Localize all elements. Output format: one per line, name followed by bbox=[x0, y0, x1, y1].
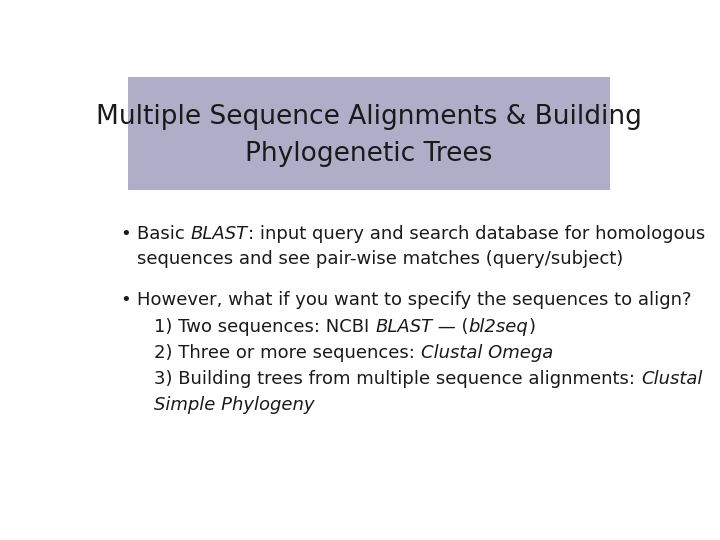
Text: Clustal: Clustal bbox=[641, 370, 702, 388]
Text: 1) Two sequences: NCBI: 1) Two sequences: NCBI bbox=[154, 319, 375, 336]
Text: Clustal Omega: Clustal Omega bbox=[420, 344, 553, 362]
Text: Simple Phylogeny: Simple Phylogeny bbox=[154, 396, 315, 414]
Text: : input query and search database for homologous: : input query and search database for ho… bbox=[248, 225, 706, 243]
Text: However, what if you want to specify the sequences to align?: However, what if you want to specify the… bbox=[138, 292, 692, 309]
Text: 3) Building trees from multiple sequence alignments:: 3) Building trees from multiple sequence… bbox=[154, 370, 641, 388]
Text: sequences and see pair-wise matches (query/subject): sequences and see pair-wise matches (que… bbox=[138, 250, 624, 268]
Text: — (: — ( bbox=[432, 319, 469, 336]
Text: bl2seq: bl2seq bbox=[469, 319, 528, 336]
Text: BLAST: BLAST bbox=[375, 319, 432, 336]
Text: Basic: Basic bbox=[138, 225, 191, 243]
Text: •: • bbox=[121, 292, 132, 309]
Text: 2) Three or more sequences:: 2) Three or more sequences: bbox=[154, 344, 420, 362]
Text: BLAST: BLAST bbox=[191, 225, 248, 243]
Text: Phylogenetic Trees: Phylogenetic Trees bbox=[246, 141, 492, 167]
Text: •: • bbox=[121, 225, 132, 243]
Text: ): ) bbox=[528, 319, 536, 336]
Text: Multiple Sequence Alignments & Building: Multiple Sequence Alignments & Building bbox=[96, 104, 642, 130]
Bar bbox=[128, 77, 610, 190]
